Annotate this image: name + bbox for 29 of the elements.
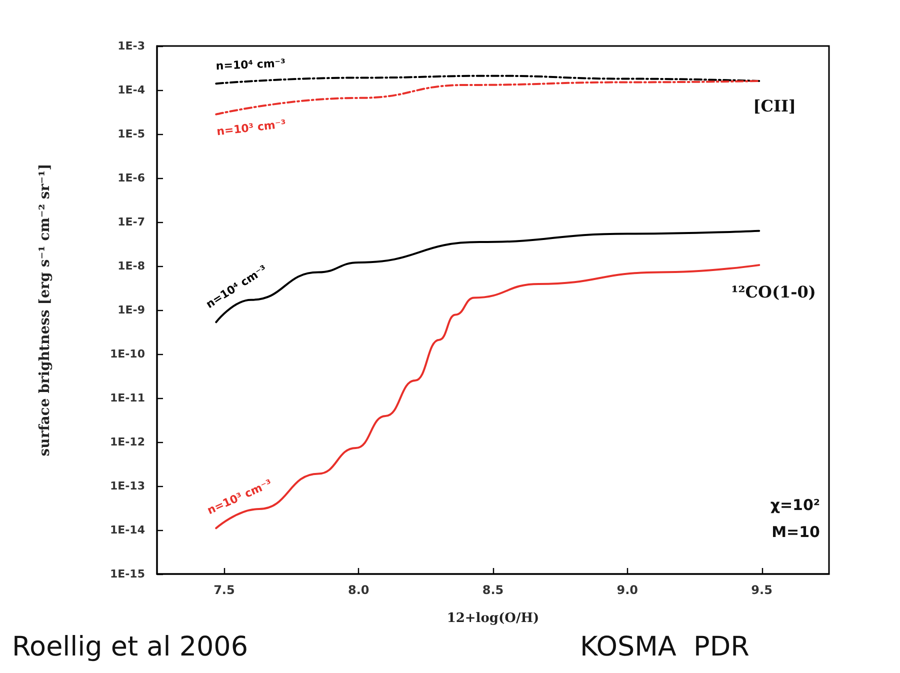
annotation: ¹²CO(1-0) [731,282,816,302]
annotation: [CII] [753,96,796,116]
y-tick-label: 1E-11 [110,392,145,404]
y-tick-label: 1E-12 [110,436,145,448]
y-tick-label: 1E-15 [110,568,145,580]
y-tick-label: 1E-10 [110,348,146,360]
x-tick-label: 9.0 [616,583,638,597]
x-tick-label: 8.5 [482,583,504,597]
x-tick-label: 7.5 [214,583,235,597]
text: KOSMA PDR [580,632,750,662]
y-tick-label: 1E-8 [118,260,145,272]
y-tick-label: 1E-5 [118,128,145,140]
y-tick-label: 1E-4 [118,84,146,96]
annotation: M=10 [772,523,820,541]
text: n=10³ cm⁻³ [216,117,287,138]
x-axis-title: 12+log(O/H) [446,611,540,626]
x-tick-label: 8.0 [348,583,370,597]
text: Roellig et al 2006 [12,632,248,662]
y-tick-label: 1E-13 [110,480,145,492]
y-tick-label: 1E-9 [118,304,145,316]
y-tick-label: 1E-14 [110,524,146,536]
y-tick-label: 1E-3 [118,40,145,52]
series-label: n=10⁴ cm⁻³ [216,56,286,73]
line-series [215,74,760,85]
x-tick-label: 9.5 [751,583,772,597]
y-axis-title: surface brightness [erg s⁻¹ cm⁻² sr⁻¹] [37,164,53,456]
annotation: χ=10² [770,496,820,514]
y-tick-label: 1E-7 [118,216,145,228]
y-tick-label: 1E-6 [118,172,146,184]
